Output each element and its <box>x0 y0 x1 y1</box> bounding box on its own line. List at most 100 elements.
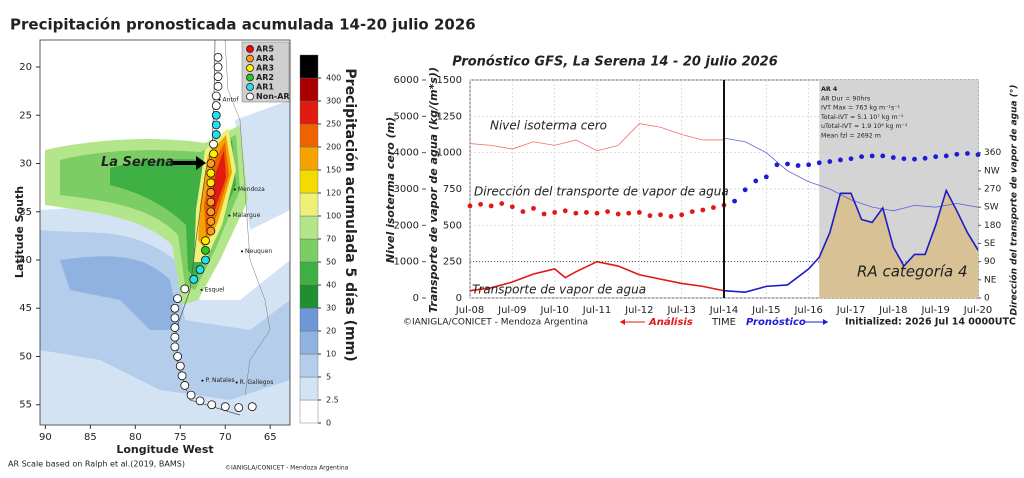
ar-point <box>207 400 217 410</box>
series-line <box>723 188 979 293</box>
legend-label: AR1 <box>256 83 274 92</box>
x-tick-label: 75 <box>174 432 187 443</box>
legend-swatch <box>246 54 254 63</box>
y-tick-label: 30 <box>19 159 32 170</box>
ar-point <box>247 402 257 412</box>
ar-point <box>209 149 218 159</box>
direction-dot <box>838 157 843 163</box>
direction-dot <box>848 156 854 162</box>
direction-dot <box>922 155 928 161</box>
colorbar-label: 10 <box>326 350 336 359</box>
ar-point <box>213 52 223 62</box>
y3-axis-label: Nivel isoterma cero (m) <box>384 117 397 263</box>
direction-dot <box>552 210 558 215</box>
direction-dot <box>742 187 748 193</box>
y-tick-label: 50 <box>19 351 32 362</box>
x-tick-label: Jul-10 <box>539 305 568 316</box>
x-tick-label: 65 <box>264 432 277 443</box>
direction-dot <box>700 207 706 213</box>
direction-dot <box>795 163 801 168</box>
y3-tick-label: 6000 <box>394 75 419 86</box>
colorbar-box <box>299 261 319 286</box>
x-tick-label: Jul-16 <box>793 305 822 316</box>
direction-dot <box>509 204 515 210</box>
ar-point <box>211 101 221 111</box>
direction-dot <box>763 174 769 180</box>
credit: ©IANIGLA/CONICET - Mendoza Argentina <box>403 318 588 328</box>
ar-point <box>213 72 223 82</box>
direction-dot <box>562 208 568 214</box>
y2-tick-label: 0 <box>984 294 990 304</box>
colorbar-box <box>299 123 319 148</box>
initialized: Initialized: 2026 Jul 14 0000UTC <box>845 317 1016 328</box>
x-tick-label: Jul-17 <box>836 305 865 316</box>
y3-tick-label: 0 <box>413 293 419 304</box>
direction-dot <box>785 161 790 167</box>
y2-tick-label: NE <box>984 275 997 285</box>
y-tick-label: 40 <box>19 255 32 266</box>
y2-tick-label: NW <box>984 166 1000 176</box>
place-label: La Serena <box>101 155 174 170</box>
legend-label: AR5 <box>256 45 274 54</box>
ar-point <box>201 236 210 246</box>
ar-point <box>206 207 216 217</box>
direction-dot <box>658 212 663 218</box>
place-label: Esquel <box>205 286 225 293</box>
y2-tick-label: 180 <box>984 221 1001 231</box>
chart-title: Pronóstico GFS, La Serena 14 - 20 julio … <box>452 55 778 70</box>
place-marker <box>235 381 238 384</box>
place-label: R. Gallegos <box>240 379 274 386</box>
ar-point <box>206 178 216 188</box>
x-tick-label: Jul-11 <box>582 305 611 316</box>
y-tick-label: 20 <box>19 62 32 73</box>
colorbar-box <box>299 307 319 332</box>
series-line <box>469 260 725 292</box>
colorbar-box <box>299 100 319 125</box>
direction-dot <box>605 209 610 215</box>
place-marker <box>233 188 236 191</box>
footnote: ©IANIGLA/CONICET - Mendoza Argentina <box>225 465 349 472</box>
colorbar-box <box>299 77 319 102</box>
colorbar-box <box>299 146 319 171</box>
legend-swatch <box>246 73 254 82</box>
colorbar-label: 400 <box>326 74 341 83</box>
ar-point <box>213 81 223 91</box>
ar-point <box>211 91 221 101</box>
map-background <box>40 40 290 425</box>
ar-point <box>220 402 230 412</box>
ar-point <box>170 313 180 323</box>
y-tick-label: 1250 <box>437 111 462 122</box>
y-tick-label: 25 <box>19 110 32 121</box>
ar-point <box>206 226 216 236</box>
annotation: Dirección del transporte de vapor de agu… <box>474 185 729 199</box>
colorbar-box <box>299 238 319 263</box>
direction-dot <box>869 153 875 159</box>
colorbar-box <box>299 284 319 309</box>
colorbar-box <box>299 330 319 355</box>
colorbar-label: 200 <box>326 143 341 152</box>
ar-point <box>175 361 185 371</box>
colorbar-box <box>299 169 319 194</box>
direction-dot <box>467 203 473 209</box>
direction-dot <box>626 210 632 216</box>
direction-dot <box>965 151 970 156</box>
y2-axis-label: Dirección del transporte de vapor de agu… <box>1009 85 1020 316</box>
colorbar-label: 40 <box>326 281 336 290</box>
ar-point <box>211 130 221 139</box>
direction-dot <box>520 209 526 215</box>
place-label: P. Natales <box>205 377 234 384</box>
map-title: Precipitación pronosticada acumulada 14-… <box>10 16 476 34</box>
direction-dot <box>890 155 896 160</box>
colorbar-box <box>299 376 319 401</box>
y-tick-label: 500 <box>443 220 462 231</box>
ar-point <box>201 255 210 265</box>
time-label: TIME <box>711 317 736 328</box>
ar-point <box>211 120 221 130</box>
ar-point <box>195 396 205 406</box>
ar-info: uTotal-IVT = 1.9 10⁶ kg m⁻¹ <box>821 123 908 130</box>
place-marker <box>228 214 231 217</box>
colorbar-label: 100 <box>326 212 341 221</box>
y-tick-label: 750 <box>443 184 462 195</box>
ar-point <box>206 188 216 197</box>
legend-swatch <box>246 92 254 101</box>
